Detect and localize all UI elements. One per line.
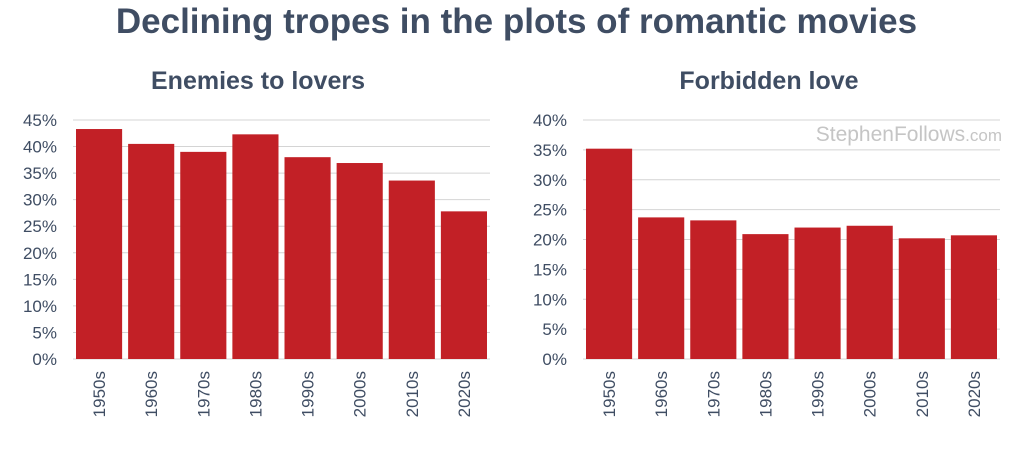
bar-1960s (638, 217, 685, 359)
bar-1960s (128, 143, 175, 359)
bar-1970s (180, 151, 227, 359)
x-tick-label: 1990s (809, 371, 828, 417)
y-tick-label: 40% (23, 138, 57, 157)
bar-1980s (742, 234, 789, 359)
y-tick-label: 5% (542, 320, 567, 339)
chart-title-enemies-to-lovers: Enemies to lovers (151, 67, 365, 95)
x-tick-label: 1970s (704, 371, 723, 417)
y-tick-label: 5% (32, 323, 57, 342)
y-tick-label: 20% (533, 231, 567, 250)
bar-1990s (794, 227, 841, 359)
x-tick-label: 2020s (455, 371, 474, 417)
x-tick-label: 1990s (299, 371, 318, 417)
y-tick-label: 10% (23, 297, 57, 316)
x-tick-label: 1980s (756, 371, 775, 417)
watermark: StephenFollows.com (816, 123, 1002, 146)
bar-2000s (336, 163, 383, 359)
bar-1950s (76, 129, 123, 359)
x-tick-label: 1960s (142, 371, 161, 417)
x-tick-label: 1950s (90, 371, 109, 417)
x-tick-label: 2010s (403, 371, 422, 417)
watermark-suffix: .com (965, 126, 1002, 145)
bar-2010s (898, 238, 945, 359)
main-title: Declining tropes in the plots of romanti… (115, 2, 918, 41)
y-tick-label: 15% (23, 270, 57, 289)
y-tick-label: 20% (23, 244, 57, 263)
chart-title-forbidden-love: Forbidden love (679, 67, 858, 95)
y-tick-label: 0% (32, 350, 57, 369)
watermark-main: StephenFollows (816, 123, 965, 146)
y-tick-label: 10% (533, 290, 567, 309)
y-tick-label: 0% (542, 350, 567, 369)
y-tick-label: 30% (533, 171, 567, 190)
x-tick-label: 1950s (600, 371, 619, 417)
y-tick-label: 30% (23, 191, 57, 210)
chart-enemies-to-lovers: Enemies to lovers 0% 5% 10% 15% 20% 25% 30% 35%… (23, 67, 490, 417)
x-tick-label: 2000s (861, 371, 880, 417)
y-tick-label: 25% (533, 201, 567, 220)
bar-1970s (690, 220, 737, 359)
bar-1950s (586, 148, 633, 359)
x-tick-label: 1960s (652, 371, 671, 417)
y-tick-label: 45% (23, 111, 57, 130)
x-tick-label: 1970s (194, 371, 213, 417)
bar-2020s (440, 211, 487, 359)
x-tick-label: 1980s (246, 371, 265, 417)
bar-2020s (950, 235, 997, 359)
x-tick-label: 2020s (965, 371, 984, 417)
y-tick-label: 35% (533, 141, 567, 160)
bar-1980s (232, 134, 279, 359)
chart-forbidden-love: Forbidden love 0% 5% 10% 15% 20% 25% 30% 35% 40%… (533, 67, 1000, 417)
y-tick-label: 40% (533, 111, 567, 130)
y-tick-label: 15% (533, 260, 567, 279)
bar-2000s (846, 225, 893, 359)
y-tick-label: 25% (23, 217, 57, 236)
y-tick-label: 35% (23, 164, 57, 183)
bar-1990s (284, 157, 331, 359)
bar-2010s (388, 180, 435, 359)
x-tick-label: 2000s (351, 371, 370, 417)
x-tick-label: 2010s (913, 371, 932, 417)
